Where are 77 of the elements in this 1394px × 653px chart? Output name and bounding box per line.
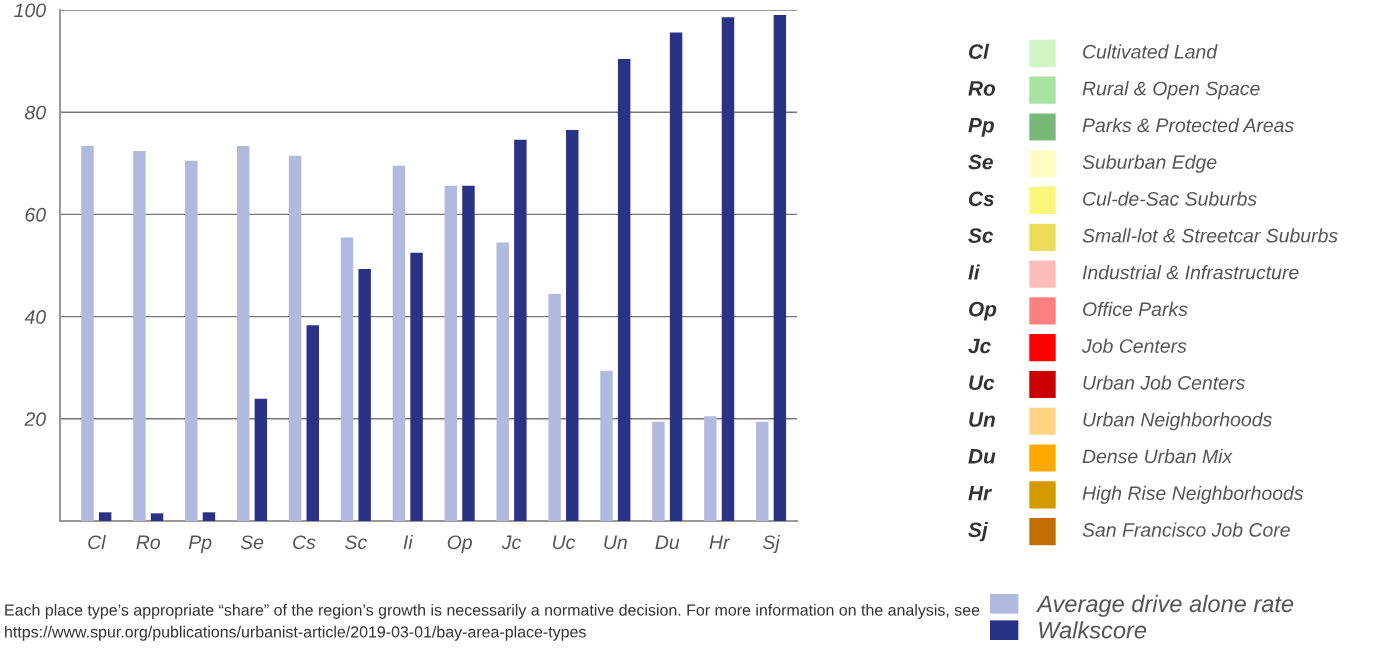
y-tick-label: 20: [24, 412, 46, 427]
text: Urban Neighborhoods: [1083, 412, 1272, 431]
bar: [721, 17, 735, 521]
text: High Rise Neighborhoods: [1082, 485, 1304, 504]
x-tick-label: Sc: [345, 535, 367, 550]
category-label: Du: [968, 449, 996, 464]
bar: [98, 512, 112, 521]
bar: [288, 155, 302, 521]
bar: [444, 185, 458, 521]
bar: [202, 512, 216, 521]
x-tick-label: Ii: [403, 534, 414, 549]
bar: [410, 252, 423, 521]
bar: [773, 15, 787, 521]
bar: [600, 370, 613, 521]
text: Rural & Open Space: [1082, 81, 1260, 100]
category-label: Cs: [969, 191, 994, 207]
category-label: Cl: [969, 43, 990, 59]
legend-label: Average drive alone rate: [1036, 594, 1294, 617]
bar: [81, 145, 94, 521]
category-label: Se: [968, 154, 993, 170]
category-label: Un: [969, 412, 995, 427]
category-label: Uc: [969, 375, 995, 391]
bar: [704, 416, 717, 521]
bar: [358, 269, 371, 521]
category-label: Pp: [968, 118, 994, 137]
bar: [306, 325, 319, 521]
text: Industrial & Infrastructure: [1082, 265, 1299, 280]
category-label: Op: [969, 301, 997, 321]
bar: [150, 513, 164, 521]
y-tick-label: 100: [14, 3, 46, 18]
bar: [514, 139, 527, 521]
x-tick-label: Cl: [88, 534, 106, 550]
x-tick-label: Op: [447, 535, 472, 554]
y-tick-label: 40: [24, 310, 46, 324]
text: Cul-de-Sac Suburbs: [1083, 191, 1257, 206]
bar: [392, 165, 406, 521]
category-label: Hr: [968, 485, 993, 501]
x-tick-label: Jc: [501, 535, 522, 550]
text: Job Centers: [1081, 338, 1187, 353]
bar: [254, 398, 268, 521]
text: Dense Urban Mix: [1082, 448, 1233, 464]
text: San Francisco Job Core: [1082, 522, 1290, 537]
bar: [756, 421, 769, 521]
x-tick-label: Pp: [188, 535, 212, 554]
text: Small-lot & Streetcar Suburbs: [1082, 228, 1338, 243]
bar: [566, 130, 579, 521]
text: Suburban Edge: [1082, 154, 1217, 173]
bar: [496, 242, 509, 521]
x-tick-label: Du: [655, 535, 680, 550]
category-label: Ro: [968, 81, 996, 96]
bar: [462, 185, 475, 521]
bar: [652, 421, 665, 521]
legend-label: Walkscore: [1039, 621, 1147, 639]
text: Cultivated Land: [1083, 44, 1218, 59]
x-tick-label: Uc: [553, 535, 576, 550]
text: Each place type’s appropriate “share” of the region’s growth is necessarily a normative decision. For more information on the analysis, see https://www.spur.org/publications/urbanist-article/2019-03-01/bay-area-place-types: [5, 604, 980, 641]
bar: [617, 59, 631, 521]
x-tick-label: Ro: [136, 535, 161, 550]
category-label: Ii: [968, 264, 980, 280]
category-label: Sc: [968, 228, 994, 243]
y-tick-label: 80: [25, 105, 46, 120]
bar: [185, 160, 198, 521]
text: Office Parks: [1083, 301, 1188, 317]
bar: [133, 151, 146, 521]
text: Parks & Protected Areas: [1082, 117, 1294, 133]
bar: [340, 237, 354, 521]
category-label: Jc: [968, 338, 991, 354]
x-tick-label: Se: [240, 535, 264, 550]
text: Urban Job Centers: [1083, 375, 1245, 390]
x-tick-label: Un: [604, 535, 627, 550]
x-tick-label: Hr: [709, 535, 731, 549]
x-tick-label: Cs: [293, 535, 316, 550]
bar: [236, 145, 250, 521]
bar: [669, 32, 683, 521]
x-tick-label: Sj: [762, 534, 781, 554]
y-tick-label: 60: [25, 207, 46, 222]
bar: [548, 294, 561, 521]
